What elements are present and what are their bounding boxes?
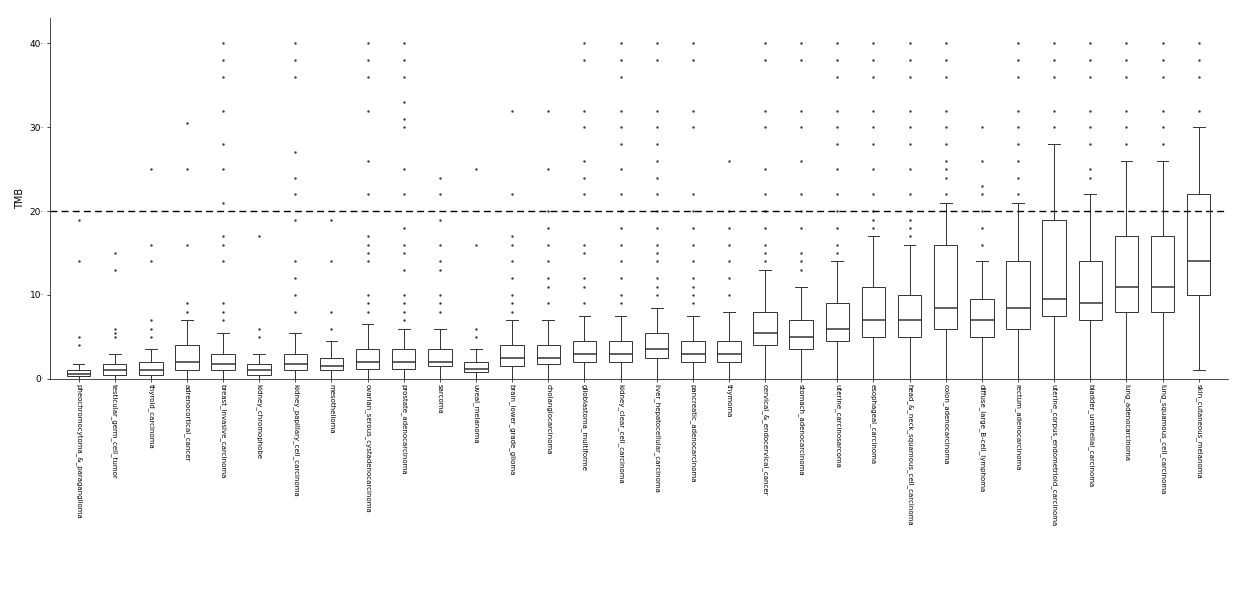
PathPatch shape [320, 358, 343, 370]
PathPatch shape [103, 364, 126, 375]
PathPatch shape [862, 287, 885, 337]
PathPatch shape [573, 341, 596, 362]
PathPatch shape [970, 299, 993, 337]
PathPatch shape [1115, 236, 1138, 312]
PathPatch shape [1151, 236, 1174, 312]
PathPatch shape [717, 341, 740, 362]
Y-axis label: TMB: TMB [16, 188, 26, 209]
PathPatch shape [898, 295, 921, 337]
PathPatch shape [464, 362, 487, 372]
PathPatch shape [1079, 262, 1102, 320]
PathPatch shape [139, 362, 162, 375]
PathPatch shape [537, 345, 560, 364]
PathPatch shape [681, 341, 704, 362]
PathPatch shape [1043, 219, 1066, 316]
PathPatch shape [248, 364, 270, 375]
PathPatch shape [826, 304, 849, 341]
PathPatch shape [645, 333, 668, 358]
PathPatch shape [609, 341, 632, 362]
PathPatch shape [934, 244, 957, 329]
PathPatch shape [67, 370, 91, 376]
PathPatch shape [175, 345, 198, 370]
PathPatch shape [754, 312, 776, 345]
PathPatch shape [428, 349, 451, 366]
PathPatch shape [1007, 262, 1029, 329]
PathPatch shape [501, 345, 523, 366]
PathPatch shape [1187, 194, 1210, 295]
PathPatch shape [392, 349, 415, 369]
PathPatch shape [284, 354, 308, 370]
PathPatch shape [356, 349, 379, 369]
PathPatch shape [211, 354, 234, 370]
PathPatch shape [790, 320, 813, 349]
